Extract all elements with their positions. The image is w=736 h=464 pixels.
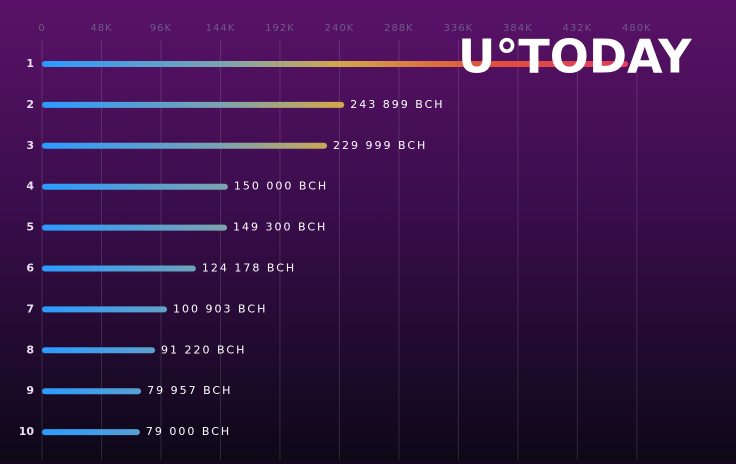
x-tick-label: 144K xyxy=(206,23,236,34)
bar xyxy=(42,61,629,67)
watermark: U°TODAY xyxy=(458,30,692,84)
bar xyxy=(42,142,328,149)
x-tick-label: 288K xyxy=(384,23,414,34)
value-label: 79 957 BCH xyxy=(147,384,232,397)
bar xyxy=(42,306,168,313)
category-label: 2 xyxy=(26,98,34,111)
value-label: 91 220 BCH xyxy=(161,343,246,356)
value-label: 149 300 BCH xyxy=(233,221,327,234)
x-tick-label: 96K xyxy=(150,23,172,34)
category-label: 4 xyxy=(26,180,34,193)
category-label: 8 xyxy=(26,343,34,356)
bar xyxy=(42,347,156,354)
bar xyxy=(42,224,228,231)
category-label: 9 xyxy=(26,384,34,397)
x-tick-label: 480K xyxy=(622,23,652,34)
bar xyxy=(42,429,140,436)
category-label: 5 xyxy=(26,221,34,234)
bar xyxy=(42,388,142,395)
x-tick-label: 48K xyxy=(90,23,112,34)
value-label: 100 903 BCH xyxy=(173,302,267,315)
bar xyxy=(42,183,228,190)
category-label: 3 xyxy=(26,139,34,152)
value-label: 243 899 BCH xyxy=(350,98,444,111)
x-tick-label: 192K xyxy=(265,23,295,34)
value-label: 229 999 BCH xyxy=(333,139,427,152)
bar xyxy=(42,265,196,272)
x-tick-label: 384K xyxy=(503,23,533,34)
x-tick-label: 336K xyxy=(444,23,474,34)
x-tick-label: 432K xyxy=(563,23,593,34)
x-tick-label: 240K xyxy=(325,23,355,34)
category-label: 7 xyxy=(26,302,34,315)
bar xyxy=(42,101,345,108)
x-tick-label: 0 xyxy=(38,23,45,34)
value-label: 150 000 BCH xyxy=(234,180,328,193)
category-label: 6 xyxy=(26,262,34,275)
value-label: 79 000 BCH xyxy=(146,425,231,438)
category-label: 1 xyxy=(26,57,34,70)
value-label: 124 178 BCH xyxy=(202,262,296,275)
category-label: 10 xyxy=(19,425,35,438)
